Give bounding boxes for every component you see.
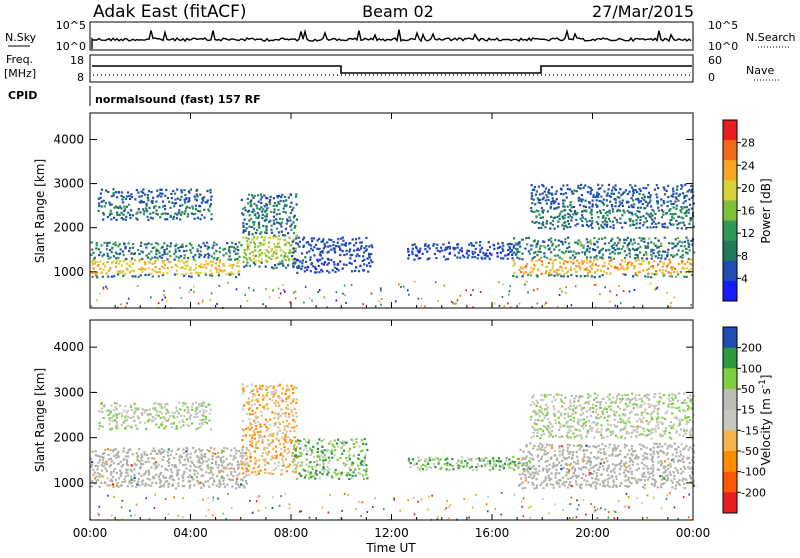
velocity-colorbar-tick-label-5: -50 (741, 445, 759, 458)
velocity-ytick-label-0: 1000 (53, 476, 84, 490)
velocity-ytick-label-1: 2000 (53, 431, 84, 445)
velocity-colorbar-tick-label-3: 15 (741, 404, 755, 417)
power-colorbar-tick-label-3: 16 (741, 205, 755, 218)
velocity-colorbar-swatch-4 (723, 410, 737, 431)
power-band-5 (512, 237, 695, 279)
power-band-0 (90, 241, 242, 278)
power-axes: 1000 2000 3000 4000 (53, 113, 693, 308)
xtick-label-3: 12:00 (374, 526, 409, 540)
velocity-colorbar-swatch-7 (723, 472, 737, 493)
velocity-colorbar-swatch-3 (723, 389, 737, 410)
power-colorbar-swatch-3 (723, 180, 737, 201)
nave-tick-bottom: 0 (708, 71, 715, 84)
nave-tick-top: 60 (708, 54, 722, 67)
nsky-tick-bottom: 10^0 (56, 40, 86, 53)
power-colorbar-tick-label-0: 4 (741, 272, 748, 285)
velocity-ylabel: Slant Range [km] (33, 368, 47, 472)
velocity-band-4 (408, 456, 532, 471)
xtick-label-2: 08:00 (274, 526, 309, 540)
power-ytick-label-2: 3000 (53, 177, 84, 191)
freq-unit-label: [MHz] (4, 67, 36, 80)
power-band-2 (98, 188, 213, 221)
power-band-6 (530, 184, 695, 230)
velocity-colorbar-tick-label-6: -100 (741, 466, 766, 479)
power-colorbar-tick-label-5: 24 (741, 159, 755, 172)
velocity-panel-frame (90, 320, 693, 520)
date-title: 27/Mar/2015 (592, 2, 694, 21)
power-colorbar-label: Power [dB] (759, 178, 773, 243)
xtick-label-6: 00:00 (676, 526, 711, 540)
nsky-label: N.Sky (5, 31, 37, 44)
velocity-colorbar-tick-label-7: -200 (741, 486, 766, 499)
freq-tick-bottom: 8 (77, 71, 84, 84)
power-ytick-label-1: 2000 (53, 221, 84, 235)
beam-title: Beam 02 (362, 2, 434, 21)
xtick-label-1: 04:00 (173, 526, 208, 540)
power-colorbar-swatch-1 (723, 140, 737, 161)
velocity-colorbar-tick-label-4: -15 (741, 424, 759, 437)
power-ytick-label-0: 1000 (53, 265, 84, 279)
velocity-colorbar-swatch-1 (723, 348, 737, 369)
nsky-panel-frame (90, 22, 693, 50)
velocity-colorbar-tick-label-1: 100 (741, 362, 762, 375)
power-band-1 (241, 193, 298, 269)
power-colorbar-swatch-8 (723, 281, 737, 302)
xtick-label-5: 20:00 (575, 526, 610, 540)
velocity-band-1 (98, 402, 212, 431)
velocity-ytick-label-2: 3000 (53, 385, 84, 399)
power-colorbar-swatch-6 (723, 241, 737, 262)
velocity-band-0 (90, 447, 248, 490)
velocity-colorbar-label: Velocity [m s-1] (758, 375, 773, 466)
power-colorbar-tick-label-4: 20 (741, 182, 755, 195)
freq-label: Freq. (6, 53, 33, 66)
velocity-colorbar-swatch-0 (723, 327, 737, 348)
velocity-colorbar-swatch-2 (723, 368, 737, 389)
power-colorbar-swatch-0 (723, 120, 737, 141)
freq-panel-frame (90, 55, 693, 82)
power-ytick-label-3: 4000 (53, 132, 84, 146)
velocity-colorbar-swatch-6 (723, 451, 737, 472)
xaxis-label: Time UT (365, 541, 416, 554)
velocity-ytick-label-3: 4000 (53, 340, 84, 354)
freq-tick-top: 18 (70, 54, 84, 67)
power-colorbar-swatch-5 (723, 221, 737, 242)
power-band-3 (291, 237, 374, 274)
power-ylabel: Slant Range [km] (33, 159, 47, 263)
cpid-value: normalsound (fast) 157 RF (95, 93, 261, 106)
nsearch-tick-bottom: 10^0 (708, 40, 738, 53)
nsky-tick-top: 10^5 (56, 19, 86, 32)
nave-label: Nave (746, 64, 774, 77)
nsearch-tick-top: 10^5 (708, 19, 738, 32)
velocity-band-6 (530, 392, 695, 439)
power-heatmap (90, 184, 695, 309)
time-axis-labels: 00:00 04:00 08:00 12:00 16:00 20:00 00:00 (73, 526, 711, 540)
velocity-colorbar-tick-label-0: 200 (741, 342, 762, 355)
xtick-label-4: 16:00 (475, 526, 510, 540)
velocity-clutter (90, 492, 690, 521)
power-colorbar-tick-label-1: 8 (741, 250, 748, 263)
freq-trace (92, 66, 692, 73)
velocity-colorbar-tick-label-2: 50 (741, 383, 755, 396)
xtick-label-0: 00:00 (73, 526, 108, 540)
power-colorbar-swatch-4 (723, 200, 737, 221)
velocity-band-5 (517, 442, 695, 489)
cpid-label: CPID (8, 89, 37, 102)
velocity-colorbar-swatch-8 (723, 492, 737, 513)
power-colorbar-swatch-2 (723, 160, 737, 181)
velocity-colorbar-swatch-5 (723, 430, 737, 451)
nsearch-label: N.Search (746, 31, 796, 44)
station-title: Adak East (fitACF) (93, 2, 247, 22)
power-band-4 (407, 241, 524, 261)
power-colorbar: 4 8 12 16 20 24 28 (723, 120, 755, 302)
power-colorbar-tick-label-2: 12 (741, 227, 755, 240)
power-colorbar-tick-label-6: 28 (741, 137, 755, 150)
power-colorbar-swatch-7 (723, 261, 737, 282)
velocity-band-3 (291, 438, 368, 480)
velocity-band-2 (241, 383, 298, 475)
velocity-heatmap (90, 383, 695, 521)
nsky-trace (92, 30, 691, 49)
